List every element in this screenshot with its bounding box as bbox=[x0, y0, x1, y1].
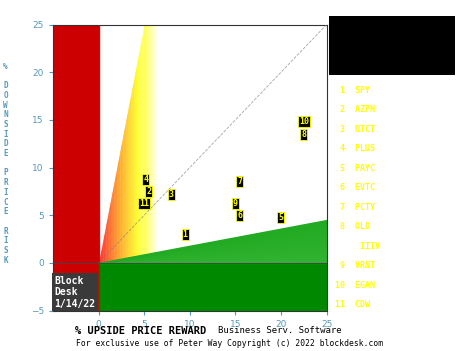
Text: 9: 9 bbox=[232, 199, 237, 208]
Text: 5  PAYC: 5 PAYC bbox=[335, 164, 375, 173]
Text: REWARD:RISK
TRADEOFFS FOR: REWARD:RISK TRADEOFFS FOR bbox=[351, 34, 432, 56]
Text: 8: 8 bbox=[301, 130, 306, 139]
Text: 4  PLUS: 4 PLUS bbox=[335, 144, 375, 153]
Text: 5: 5 bbox=[278, 213, 283, 222]
Text: 4: 4 bbox=[143, 174, 148, 184]
Bar bbox=[328, 16, 454, 75]
Text: For exclusive use of Peter Way Copyright (c) 2022 blockdesk.com: For exclusive use of Peter Way Copyright… bbox=[76, 339, 383, 348]
Text: 9  VRNT: 9 VRNT bbox=[335, 261, 375, 270]
Text: Business Serv. Software: Business Serv. Software bbox=[218, 326, 341, 335]
Text: IIIV: IIIV bbox=[335, 242, 380, 251]
Text: Block
Desk
1/14/22: Block Desk 1/14/22 bbox=[54, 276, 95, 309]
Text: 7: 7 bbox=[237, 177, 242, 186]
Text: % UPSIDE PRICE REWARD: % UPSIDE PRICE REWARD bbox=[74, 326, 206, 336]
Text: 10  EGAN: 10 EGAN bbox=[335, 281, 375, 290]
Text: 1  SPY: 1 SPY bbox=[335, 86, 369, 95]
Text: 1: 1 bbox=[182, 230, 187, 239]
Text: 6: 6 bbox=[237, 211, 242, 220]
Text: 2: 2 bbox=[146, 187, 151, 196]
Text: 8  OLO: 8 OLO bbox=[335, 223, 369, 231]
Text: 3: 3 bbox=[168, 190, 174, 199]
Text: 6  EVTC: 6 EVTC bbox=[335, 184, 375, 192]
Text: 11  CDW: 11 CDW bbox=[335, 300, 369, 309]
Text: 3  NTCT: 3 NTCT bbox=[335, 125, 375, 134]
Text: 7  PCTY: 7 PCTY bbox=[335, 203, 375, 212]
Text: 2  AZPN: 2 AZPN bbox=[335, 105, 375, 114]
Text: 11: 11 bbox=[139, 199, 149, 208]
Text: %
 
D
O
W
N
S
I
D
E
 
P
R
I
C
E
 
R
I
S
K: % D O W N S I D E P R I C E R I S K bbox=[3, 62, 8, 265]
Text: 10: 10 bbox=[298, 117, 308, 126]
